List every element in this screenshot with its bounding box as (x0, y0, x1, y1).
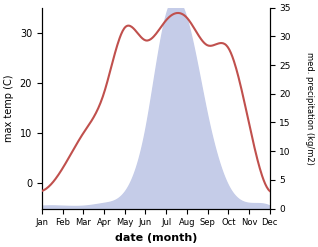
Y-axis label: max temp (C): max temp (C) (4, 74, 14, 142)
X-axis label: date (month): date (month) (114, 233, 197, 243)
Y-axis label: med. precipitation (kg/m2): med. precipitation (kg/m2) (305, 52, 314, 165)
